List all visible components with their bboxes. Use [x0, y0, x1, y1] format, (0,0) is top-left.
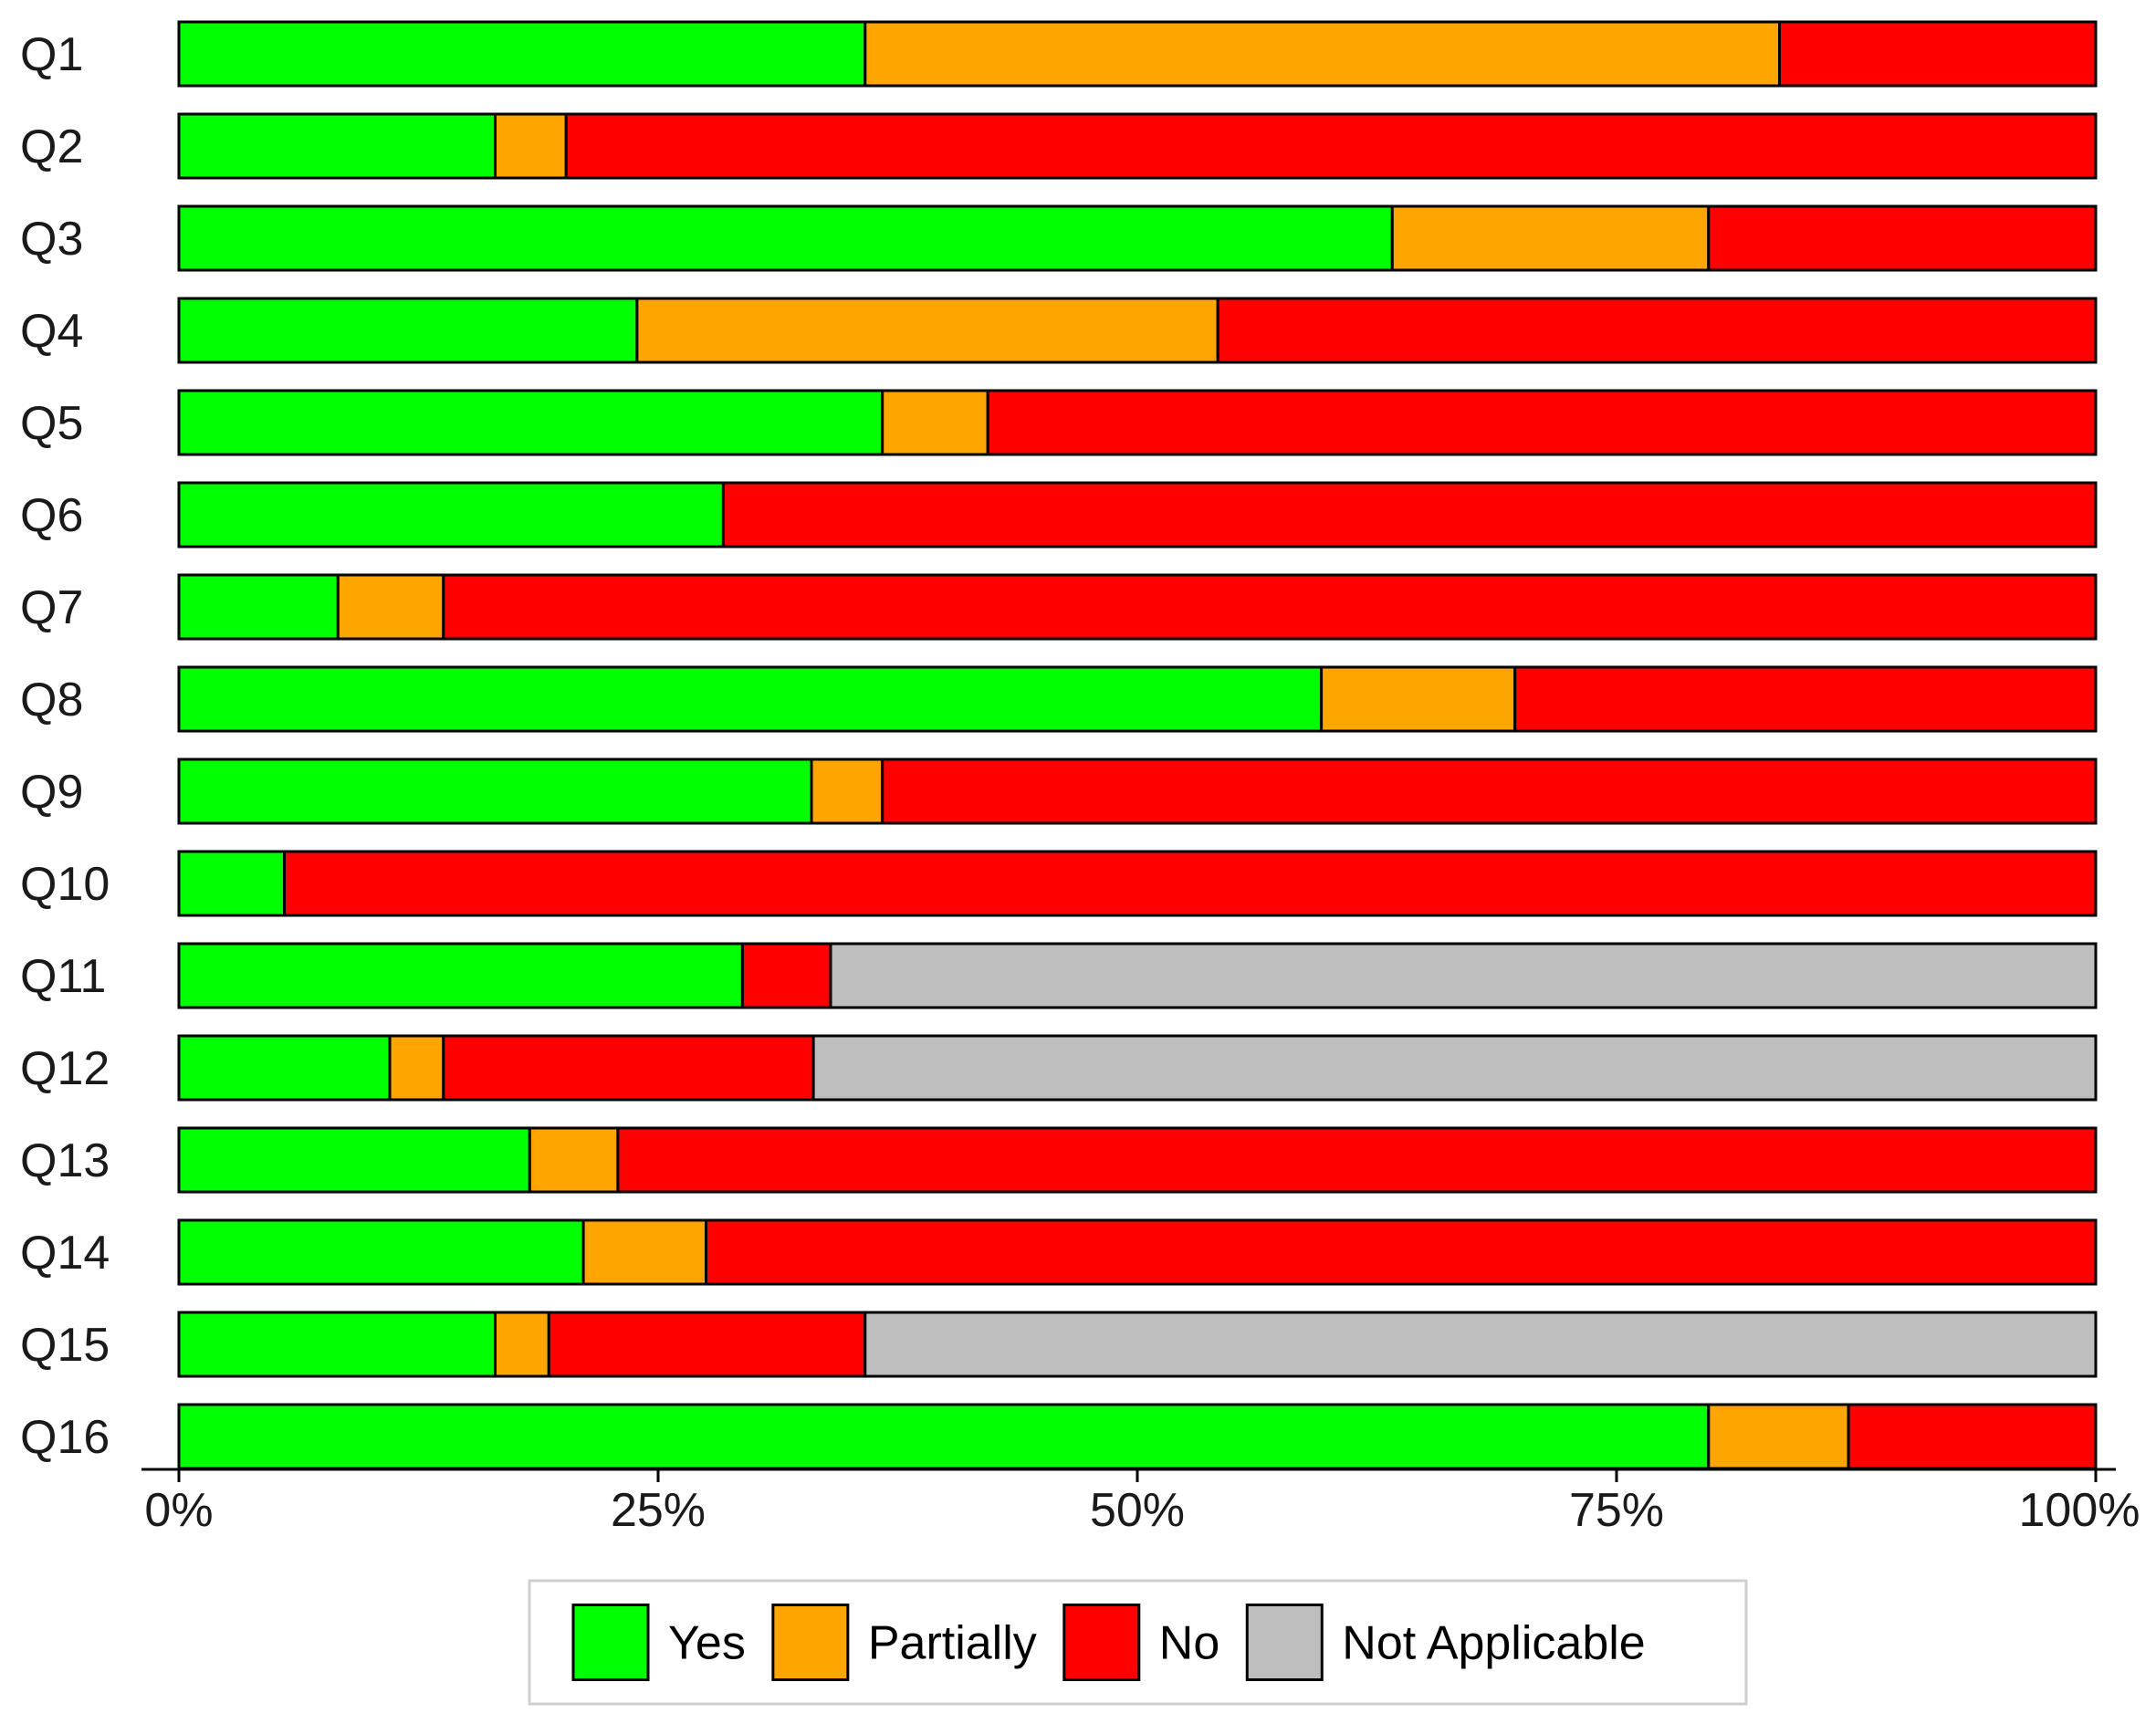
bar-segment-q14-yes — [177, 1218, 585, 1286]
legend-label-yes: Yes — [668, 1617, 746, 1670]
bar-segment-q8-no — [1513, 665, 2098, 733]
legend: Yes Partially No Not Applicable — [528, 1579, 1748, 1706]
bar-segment-q9-partially — [810, 758, 884, 825]
bar-segment-q3-partially — [1390, 204, 1711, 272]
legend-label-no: No — [1159, 1617, 1219, 1670]
category-label-q9: Q9 — [20, 766, 83, 819]
bar-segment-q4-partially — [635, 297, 1219, 364]
bar-segment-q6-yes — [177, 481, 725, 549]
x-tick-label: 0% — [144, 1484, 213, 1537]
bar-segment-q15-partially — [494, 1311, 550, 1378]
bar-segment-q2-no — [564, 112, 2098, 180]
bar-segment-q9-yes — [177, 758, 813, 825]
x-tick-label: 100% — [2019, 1484, 2140, 1537]
bar-segment-q13-yes — [177, 1126, 531, 1194]
category-label-q3: Q3 — [20, 213, 83, 266]
category-label-q6: Q6 — [20, 489, 83, 542]
bars-layer — [177, 20, 2098, 1470]
bar-segment-q11-yes — [177, 942, 744, 1009]
bar-segment-q10-no — [283, 850, 2098, 917]
bar-segment-q6-no — [721, 481, 2098, 549]
bar-segment-q7-partially — [336, 573, 445, 641]
bar-segment-q4-no — [1216, 297, 2098, 364]
bar-segment-q16-no — [1847, 1403, 2098, 1470]
bar-segment-q12-no — [442, 1034, 815, 1102]
category-label-q8: Q8 — [20, 674, 83, 726]
bar-segment-q11-not-applicable — [829, 942, 2098, 1009]
bar-segment-q15-not-applicable — [863, 1311, 2098, 1378]
bar-segment-q10-yes — [177, 850, 286, 917]
category-label-q12: Q12 — [20, 1042, 110, 1095]
bar-segment-q3-yes — [177, 204, 1394, 272]
legend-swatch-partially — [771, 1604, 850, 1681]
bar-segment-q12-yes — [177, 1034, 392, 1102]
category-label-q14: Q14 — [20, 1227, 110, 1280]
category-label-q15: Q15 — [20, 1319, 110, 1372]
legend-swatch-no — [1062, 1604, 1141, 1681]
category-label-q1: Q1 — [20, 28, 83, 81]
bar-segment-q5-yes — [177, 389, 884, 456]
legend-label-not-applicable: Not Applicable — [1342, 1617, 1645, 1670]
bar-segment-q1-yes — [177, 20, 867, 88]
bar-segment-q15-no — [547, 1311, 867, 1378]
category-labels: Q1 Q2 Q3 Q4 Q5 Q6 Q7 Q8 Q9 Q10 Q11 Q12 Q13 Q14 Q15 Q16 — [20, 28, 110, 1464]
legend-swatch-not-applicable — [1245, 1604, 1324, 1681]
bar-segment-q9-no — [881, 758, 2098, 825]
bar-segment-q3-no — [1707, 204, 2098, 272]
legend-swatch-yes — [571, 1604, 650, 1681]
bar-segment-q2-yes — [177, 112, 497, 180]
bar-segment-q8-yes — [177, 665, 1324, 733]
bar-segment-q2-partially — [494, 112, 568, 180]
x-axis: 0% 25% 50% 75% 100% — [141, 1468, 2140, 1537]
bar-segment-q15-yes — [177, 1311, 497, 1378]
x-tick-label: 75% — [1569, 1484, 1664, 1537]
x-tick-label: 50% — [1090, 1484, 1185, 1537]
bar-segment-q12-partially — [388, 1034, 445, 1102]
x-tick-label: 25% — [611, 1484, 706, 1537]
category-label-q16: Q16 — [20, 1411, 110, 1464]
bar-segment-q14-no — [705, 1218, 2098, 1286]
category-label-q7: Q7 — [20, 581, 83, 634]
bar-segment-q5-no — [986, 389, 2098, 456]
bar-segment-q13-partially — [528, 1126, 620, 1194]
legend-label-partially: Partially — [868, 1617, 1037, 1670]
bar-segment-q13-no — [616, 1126, 2098, 1194]
bar-segment-q1-no — [1778, 20, 2098, 88]
bar-segment-q16-yes — [177, 1403, 1711, 1470]
bar-segment-q1-partially — [863, 20, 1781, 88]
category-label-q5: Q5 — [20, 397, 83, 450]
bar-segment-q16-partially — [1707, 1403, 1850, 1470]
category-label-q11: Q11 — [20, 950, 106, 1003]
category-label-q2: Q2 — [20, 120, 83, 173]
bar-segment-q8-partially — [1320, 665, 1517, 733]
bar-segment-q11-no — [740, 942, 832, 1009]
category-label-q10: Q10 — [20, 858, 110, 911]
bar-segment-q5-partially — [881, 389, 989, 456]
category-label-q4: Q4 — [20, 305, 83, 358]
bar-segment-q12-not-applicable — [811, 1034, 2098, 1102]
bar-segment-q7-no — [442, 573, 2098, 641]
bar-segment-q14-partially — [581, 1218, 707, 1286]
bar-segment-q4-yes — [177, 297, 639, 364]
bar-segment-q7-yes — [177, 573, 340, 641]
category-label-q13: Q13 — [20, 1134, 110, 1187]
legend-frame — [528, 1579, 1748, 1706]
